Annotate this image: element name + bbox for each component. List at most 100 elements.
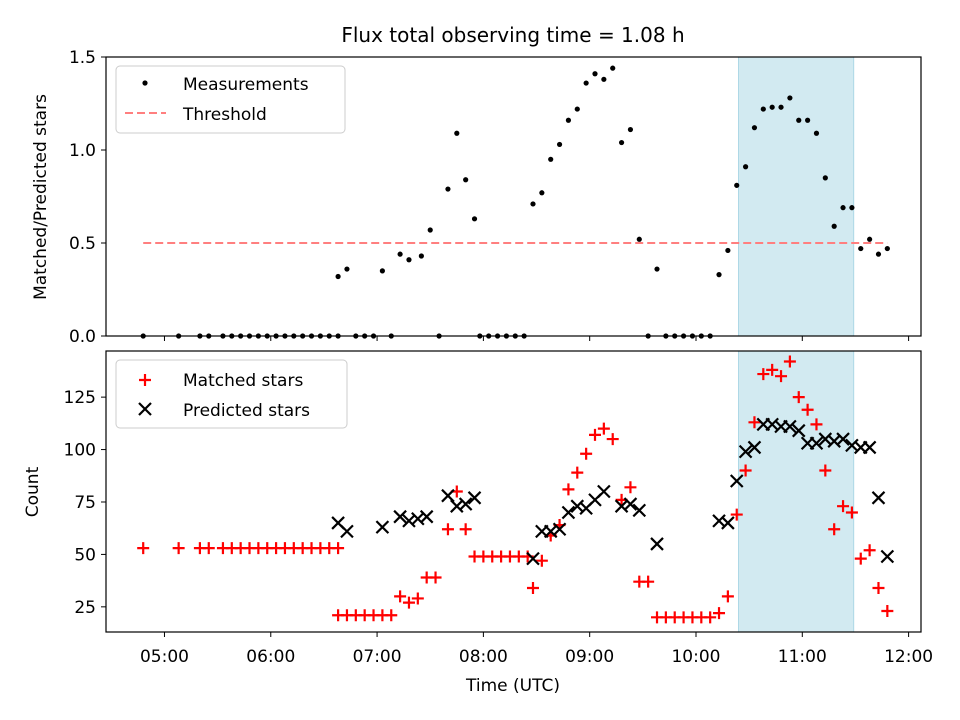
measurement-point (601, 76, 607, 82)
matched-star-point (441, 523, 454, 536)
predicted-star-point (791, 423, 806, 438)
measurement-point (760, 106, 766, 112)
bottom-panel: 05:00 06:00 07:00 08:00 09:00 10:00 11:00 12:00… (23, 350, 933, 696)
measurement-point (610, 65, 616, 71)
legend-measurements-label: Measurements (183, 75, 309, 95)
top-panel: 0.0 0.5 1.0 1.5 Matched/Predicted stars Mea… (31, 48, 922, 347)
bottom-y-tick-label: 50 (74, 545, 96, 565)
measurement-point (463, 177, 469, 183)
matched-star-point (526, 581, 539, 594)
matched-star-point (172, 542, 185, 555)
measurement-point (716, 272, 722, 278)
legend-predicted-marker (138, 402, 152, 416)
measurement-point (445, 186, 451, 192)
measurement-point (592, 71, 598, 77)
matched-star-point (854, 552, 867, 565)
measurement-point (397, 251, 403, 257)
measurement-point (822, 175, 828, 181)
predicted-star-point (650, 537, 664, 551)
measurement-point (831, 223, 837, 229)
top-y-axis-label: Matched/Predicted stars (31, 94, 51, 300)
predicted-star-point (450, 499, 464, 513)
measurement-point (556, 141, 563, 148)
bottom-y-tick-label: 25 (74, 598, 96, 618)
measurement-point (548, 156, 554, 162)
predicted-star-point (747, 440, 762, 455)
matched-star-point (624, 481, 637, 494)
matched-star-point (766, 363, 779, 376)
bottom-x-ticks: 05:00 06:00 07:00 08:00 09:00 10:00 11:00 12:00 (140, 632, 933, 667)
matched-star-point (202, 542, 215, 555)
measurement-point (574, 106, 580, 112)
measurement-point (406, 257, 412, 263)
top-y-tick-label: 0.0 (69, 327, 96, 347)
measurement-point (884, 245, 890, 252)
top-legend-box (115, 65, 346, 134)
measurement-point (734, 182, 740, 188)
matched-star-point (704, 611, 717, 624)
matched-star-point (748, 416, 761, 429)
measurement-point (636, 236, 642, 242)
predicted-star-point (862, 440, 877, 455)
matched-star-point (810, 418, 823, 431)
measurement-point (769, 104, 775, 110)
top-plot-frame (105, 56, 922, 337)
measurement-point (627, 126, 634, 133)
predicted-star-point (809, 436, 824, 451)
x-tick-label: 09:00 (565, 647, 614, 667)
predicted-star-point (836, 432, 850, 446)
top-y-tick-label: 1.0 (69, 141, 96, 161)
matched-star-point (137, 542, 150, 555)
matched-star-point (845, 506, 858, 519)
matched-star-point (597, 422, 610, 435)
measurement-point (471, 216, 478, 222)
measurement-point (344, 266, 350, 272)
matched-star-point (837, 500, 850, 513)
legend-threshold-label: Threshold (182, 105, 267, 125)
legend-measurements-marker (142, 80, 148, 86)
matched-star-point (385, 609, 398, 622)
bottom-highlight-span (738, 350, 855, 633)
x-tick-label: 05:00 (140, 647, 189, 667)
predicted-star-point (871, 491, 886, 505)
matched-star-point (828, 523, 841, 536)
matched-star-point (535, 554, 548, 567)
matched-star-point (792, 391, 805, 404)
bottom-y-tick-label: 125 (64, 388, 96, 408)
matched-star-point (863, 544, 876, 557)
matched-star-point (775, 370, 788, 383)
bottom-y-tick-label: 75 (74, 493, 96, 513)
legend-matched-marker (139, 374, 151, 386)
x-tick-label: 06:00 (246, 647, 295, 667)
matched-star-point (801, 403, 814, 416)
predicted-star-point (526, 551, 540, 566)
measurement-point (427, 227, 433, 233)
predicted-star-point (712, 514, 726, 528)
chart-title: Flux total observing time = 1.08 h (341, 23, 684, 47)
top-legend: Measurements Threshold (115, 65, 346, 134)
matched-star-point (571, 466, 584, 479)
predicted-star-point (721, 516, 735, 530)
measurement-point (840, 205, 846, 211)
measurement-point (858, 245, 864, 252)
measurement-point (742, 164, 749, 170)
bottom-legend-box (115, 359, 348, 429)
matched-star-point (783, 355, 796, 368)
measurement-point (539, 190, 545, 196)
measurement-point (583, 80, 589, 86)
matched-star-point (642, 575, 655, 588)
predicted-star-point (597, 484, 611, 499)
matched-star-point (562, 483, 575, 496)
matched-star-point (730, 508, 743, 521)
top-y-tick-label: 0.5 (69, 234, 96, 254)
x-axis-label: Time (UTC) (465, 676, 560, 696)
matched-star-point (459, 523, 472, 536)
measurement-point (454, 130, 460, 136)
x-tick-label: 08:00 (459, 647, 508, 667)
measurement-point (618, 139, 625, 146)
predicted-star-point (738, 444, 753, 459)
measurement-point (725, 247, 731, 254)
top-y-tick-label: 1.5 (69, 48, 96, 68)
bottom-y-ticks: 25 50 75 100 125 (64, 388, 106, 618)
